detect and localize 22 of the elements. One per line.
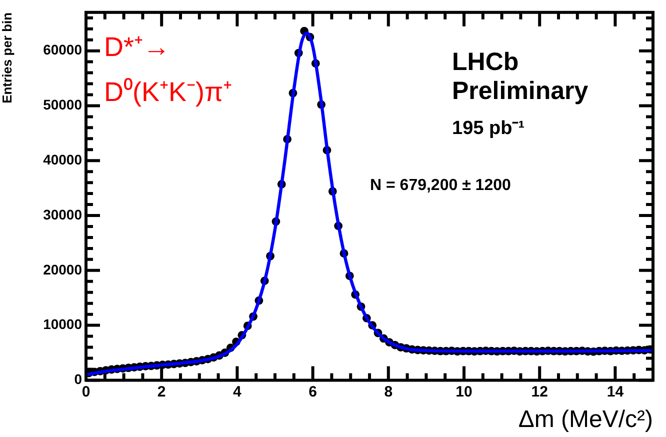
y-tick-label: 20000	[43, 261, 82, 278]
y-tick-label: 40000	[43, 151, 82, 168]
y-axis-title: Entries per bin	[0, 12, 14, 104]
x-tick-label: 14	[606, 383, 624, 400]
y-tick-label: 0	[74, 371, 82, 388]
x-axis-title: Δm (MeV/c²)	[518, 406, 653, 434]
x-tick-label: 4	[233, 383, 242, 400]
annotation: N = 679,200 ± 1200	[370, 177, 511, 194]
y-tick-label: 60000	[43, 42, 82, 58]
y-tick-label: 50000	[43, 96, 82, 113]
annotation: D*⁺→	[104, 32, 170, 62]
x-tick-label: 8	[384, 383, 393, 400]
x-tick-label: 10	[456, 383, 472, 400]
y-tick-label: 10000	[43, 316, 82, 332]
annotation: D⁰(K⁺K⁻)π⁺	[104, 77, 232, 107]
x-tick-label: 12	[531, 383, 548, 400]
x-tick-label: 6	[308, 383, 317, 400]
x-tick-label: 2	[157, 383, 166, 400]
y-tick-label: 30000	[43, 206, 82, 222]
annotation: 195 pb⁻¹	[452, 118, 525, 139]
annotation: LHCb	[452, 48, 519, 76]
annotation: Preliminary	[452, 77, 588, 105]
